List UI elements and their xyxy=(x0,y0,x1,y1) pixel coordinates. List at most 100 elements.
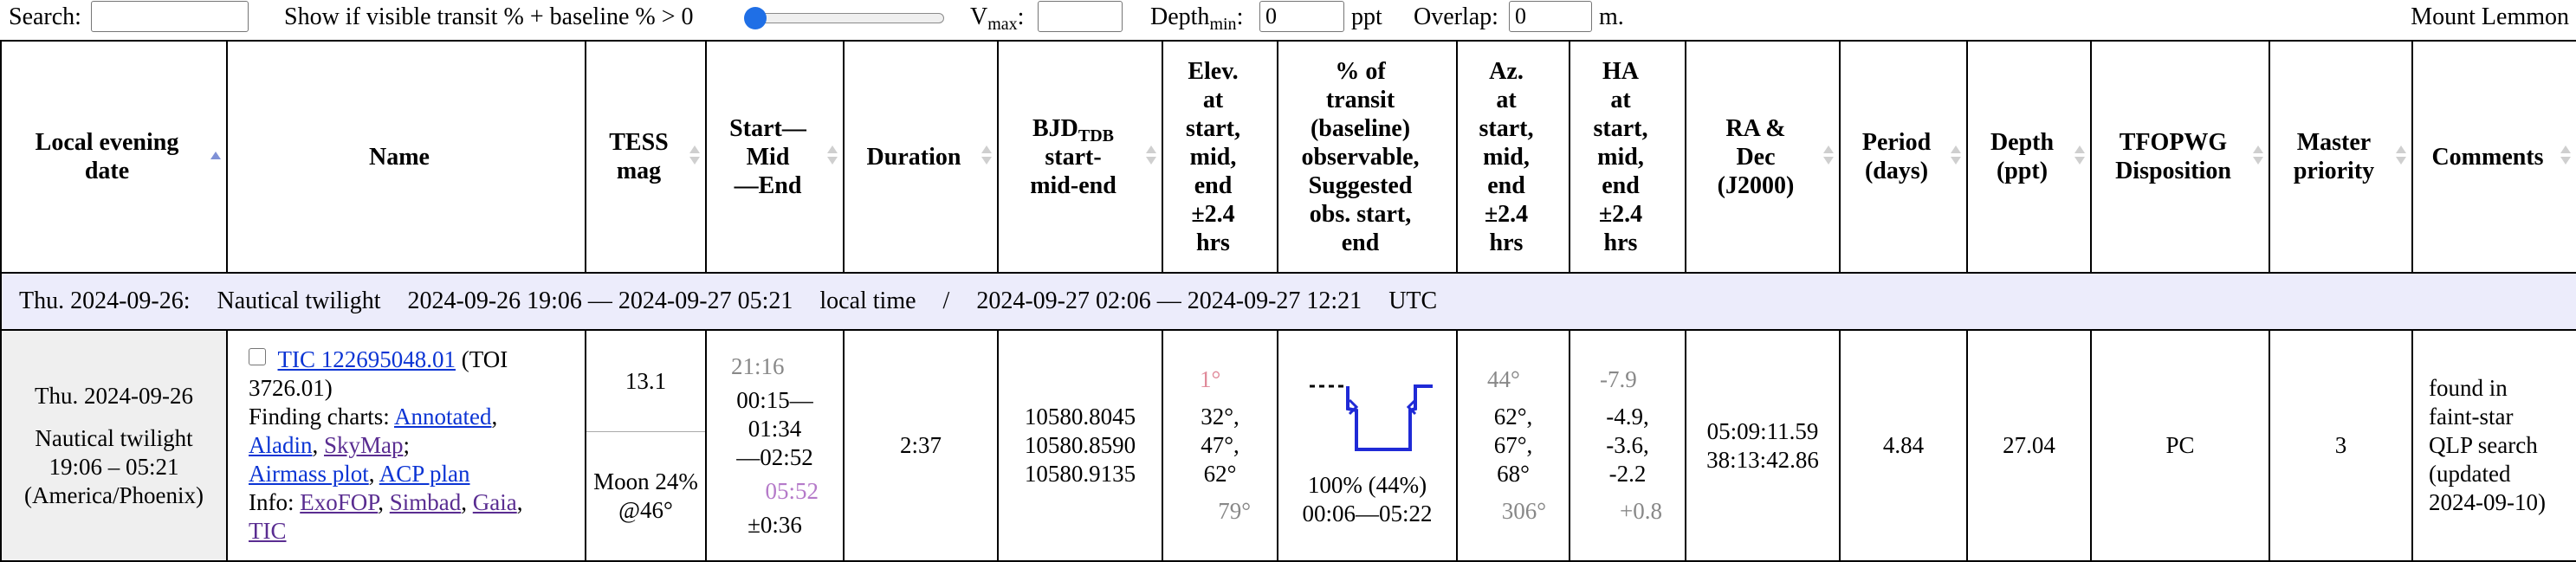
header-label-line: hrs xyxy=(1196,229,1230,256)
night-separator: / xyxy=(942,287,950,314)
header-label-line: at xyxy=(1496,86,1517,113)
col-header-start-mid-end[interactable]: Start— Mid —End xyxy=(705,40,845,274)
night-utc-range: 2024-09-27 02:06 — 2024-09-27 12:21 xyxy=(976,287,1362,314)
depthmin-input[interactable] xyxy=(1259,1,1344,32)
suggested-obs-window: 00:06—05:22 xyxy=(1302,500,1433,526)
gaia-link[interactable]: Gaia xyxy=(472,489,517,515)
airmass-plot-link[interactable]: Airmass plot xyxy=(249,461,369,487)
header-label-line: % of xyxy=(1335,57,1386,85)
header-label: Depth (ppt) xyxy=(1990,129,2054,184)
night-summary: Thu. 2024-09-26: Nautical twilight 2024-… xyxy=(0,272,2576,331)
az-pre: 44° xyxy=(1487,366,1520,392)
header-label-line: ±2.4 xyxy=(1598,200,1643,228)
cell-disposition: PC xyxy=(2090,329,2270,562)
col-header-master-priority[interactable]: Master priority xyxy=(2269,40,2413,274)
search-label: Search: xyxy=(9,3,81,30)
header-label-line: mid, xyxy=(1189,143,1237,171)
cell-azimuth: 44° 62°, 67°, 68° 306° xyxy=(1456,329,1570,562)
overlap-input[interactable] xyxy=(1509,1,1592,32)
transit-light-curve-icon xyxy=(1309,384,1433,451)
cell-local-date: Thu. 2024-09-26 Nautical twilight 19:06 … xyxy=(0,329,228,562)
header-label-line: Name xyxy=(369,143,430,171)
cell-duration: 2:37 xyxy=(843,329,999,562)
sort-asc-icon xyxy=(210,152,221,162)
depthmin-label: Depthmin: xyxy=(1150,3,1244,34)
header-label-line: date xyxy=(84,158,130,184)
header-label-line: start, xyxy=(1479,114,1534,142)
skymap-link[interactable]: SkyMap xyxy=(324,432,404,458)
cell-name: TIC 122695048.01 (TOI 3726.01) Finding c… xyxy=(226,329,586,562)
col-header-hour-angle[interactable]: HA at start, mid, end ±2.4 hrs xyxy=(1569,40,1686,274)
header-label-line: start, xyxy=(1593,114,1648,142)
sort-icon xyxy=(827,145,838,168)
row-timezone: (America/Phoenix) xyxy=(24,481,204,508)
percent-observable: 100% (44%) xyxy=(1307,471,1427,498)
select-checkbox[interactable] xyxy=(249,348,266,365)
cell-start-mid-end: 21:16 00:15— 01:34 —02:52 05:52 ±0:36 xyxy=(705,329,845,562)
search-input[interactable] xyxy=(91,1,249,32)
night-local-range: 2024-09-26 19:06 — 2024-09-27 05:21 xyxy=(407,287,793,314)
comment-line: faint-star xyxy=(2429,404,2514,430)
header-label: Period (days) xyxy=(1862,129,1931,184)
row-twilight-range: 19:06 – 05:21 xyxy=(49,453,179,480)
exofop-link[interactable]: ExoFOP xyxy=(300,489,379,515)
col-header-local-date[interactable]: Local evening date xyxy=(0,40,228,274)
header-label-line: Master xyxy=(2296,129,2372,156)
col-header-percent-observable[interactable]: % of transit (baseline) observable, Suggeste… xyxy=(1277,40,1458,274)
comment-line: QLP search xyxy=(2429,432,2538,458)
visibility-slider[interactable] xyxy=(744,7,944,29)
col-header-comments[interactable]: Comments xyxy=(2411,40,2576,274)
header-label-line: start, xyxy=(1186,114,1240,142)
header-label: Elev. at start, mid, end ±2.4 hrs xyxy=(1186,58,1240,256)
col-header-tess-mag[interactable]: TESS mag xyxy=(585,40,707,274)
visibility-filter-label: Show if visible transit % + baseline % >… xyxy=(284,3,694,30)
sort-icon xyxy=(2074,145,2085,168)
header-label-line: (baseline) xyxy=(1310,114,1411,142)
col-header-depth[interactable]: Depth (ppt) xyxy=(1966,40,2092,274)
col-header-tfopwg[interactable]: TFOPWG Disposition xyxy=(2090,40,2270,274)
row-date: Thu. 2024-09-26 xyxy=(35,382,193,409)
header-label-line: Suggested xyxy=(1308,171,1413,199)
sort-icon xyxy=(981,145,992,168)
annotated-link[interactable]: Annotated xyxy=(394,404,492,430)
col-header-azimuth[interactable]: Az. at start, mid, end ±2.4 hrs xyxy=(1456,40,1570,274)
header-label-line: observable, xyxy=(1301,143,1420,171)
moon-info: Moon 24% @46° xyxy=(586,432,705,560)
header-label-line: end xyxy=(1341,229,1380,256)
aladin-link[interactable]: Aladin xyxy=(249,432,313,458)
ha-pre: -7.9 xyxy=(1600,366,1637,392)
header-label-line: hrs xyxy=(1489,229,1524,256)
slider-thumb[interactable] xyxy=(744,7,767,29)
header-label-line: transit xyxy=(1325,86,1395,113)
ha-mid: -3.6, xyxy=(1606,432,1649,458)
post-baseline-time: 05:52 xyxy=(765,477,819,504)
sort-icon xyxy=(1823,145,1834,168)
cell-period: 4.84 xyxy=(1839,329,1968,562)
col-header-duration[interactable]: Duration xyxy=(843,40,999,274)
elev-start: 32°, xyxy=(1201,404,1239,430)
tic-link[interactable]: TIC 122695048.01 xyxy=(277,346,456,372)
header-label-line: end xyxy=(1602,171,1640,199)
cell-bjd: 10580.8045 10580.8590 10580.9135 xyxy=(997,329,1163,562)
cell-elevation: 1° 32°, 47°, 62° 79° xyxy=(1162,329,1278,562)
vmax-label: Vmax: xyxy=(970,3,1025,34)
col-header-period[interactable]: Period (days) xyxy=(1839,40,1968,274)
dec-value: 38:13:42.86 xyxy=(1706,446,1819,473)
header-row: Local evening date Name TESS mag Start— Mid… xyxy=(0,40,2576,274)
acp-plan-link[interactable]: ACP plan xyxy=(379,461,470,487)
transit-end: —02:52 xyxy=(736,443,813,470)
overlap-label: Overlap: xyxy=(1414,3,1498,30)
cell-percent-observable: 100% (44%) 00:06—05:22 xyxy=(1277,329,1458,562)
col-header-radec[interactable]: RA & Dec (J2000) xyxy=(1685,40,1841,274)
sort-icon xyxy=(689,145,700,168)
sort-icon xyxy=(2253,145,2263,168)
col-header-bjd[interactable]: BJDTDB start-mid-end xyxy=(997,40,1163,274)
tic-info-link[interactable]: TIC xyxy=(249,518,287,544)
col-header-name[interactable]: Name xyxy=(226,40,586,274)
simbad-link[interactable]: Simbad xyxy=(389,489,462,515)
header-label-line: end xyxy=(1487,171,1525,199)
cell-comments: found in faint-star QLP search (updated … xyxy=(2411,329,2576,562)
col-header-elevation[interactable]: Elev. at start, mid, end ±2.4 hrs xyxy=(1162,40,1278,274)
night-local-label: local time xyxy=(819,287,916,314)
vmax-input[interactable] xyxy=(1038,1,1123,32)
